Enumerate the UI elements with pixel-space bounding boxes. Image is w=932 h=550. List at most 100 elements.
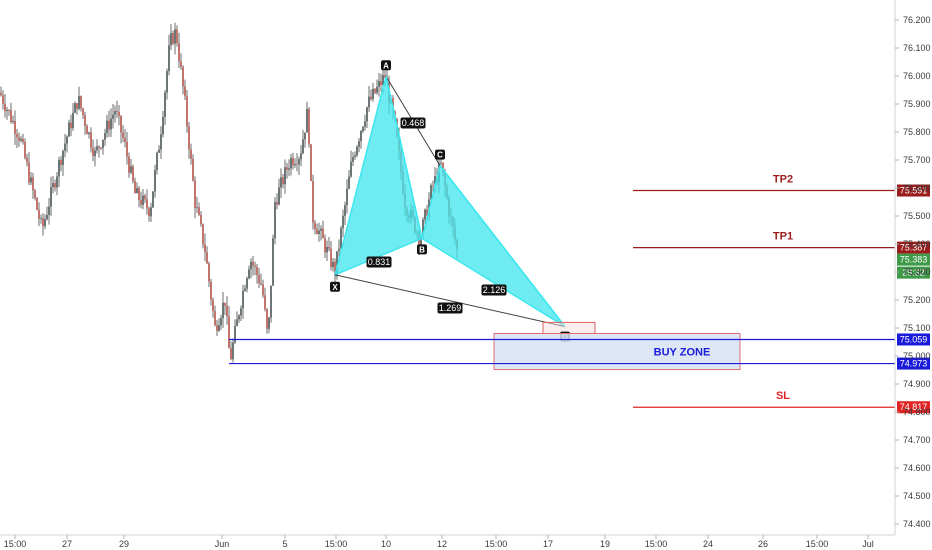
candle-body <box>46 214 48 220</box>
candle-body <box>254 265 256 267</box>
candle-body <box>422 219 424 237</box>
candle-body <box>62 150 64 165</box>
candle-body <box>340 228 342 249</box>
candle-body <box>224 302 226 306</box>
candle-body <box>6 109 8 112</box>
candle-body <box>152 191 154 208</box>
candle-body <box>208 263 210 282</box>
candle-body <box>140 199 142 205</box>
x-tick-label: 12 <box>437 539 447 549</box>
candle-body <box>282 177 284 185</box>
ratio-label-bg <box>400 117 426 129</box>
candle-body <box>324 238 326 253</box>
candle-body <box>200 214 202 225</box>
candle-body <box>384 75 386 78</box>
y-tick-label: 75.600 <box>903 183 931 193</box>
x-tick-label: 19 <box>600 539 610 549</box>
x-tick-label: 26 <box>758 539 768 549</box>
candle-body <box>358 141 360 147</box>
candle-body <box>134 181 136 194</box>
candle-body <box>52 183 54 188</box>
candle-body <box>142 195 144 205</box>
candle-body <box>336 251 338 277</box>
candle-body <box>162 116 164 135</box>
ratio-label: 2.126 <box>483 285 506 295</box>
candle-body <box>198 207 200 215</box>
y-tick-label: 74.900 <box>903 379 931 389</box>
candle-body <box>50 187 52 207</box>
candle-body <box>304 132 306 140</box>
candle-body <box>42 218 44 227</box>
candle-body <box>274 202 276 239</box>
x-tick-label: 27 <box>62 539 72 549</box>
candle-body <box>28 162 30 183</box>
candle-body <box>90 132 92 148</box>
candle-body <box>36 198 38 210</box>
candle-body <box>192 158 194 181</box>
candle-body <box>56 176 58 188</box>
candle-body <box>326 246 328 253</box>
candle-body <box>346 188 348 206</box>
candle-body <box>278 187 280 205</box>
candle-body <box>100 147 102 149</box>
y-tick-label: 76.000 <box>903 71 931 81</box>
candle-body <box>214 311 216 326</box>
candle-body <box>234 326 236 343</box>
candle-body <box>288 168 290 170</box>
candle-body <box>442 162 444 173</box>
candle-body <box>144 195 146 200</box>
candle-body <box>268 317 270 329</box>
candle-body <box>202 224 204 245</box>
ratio-label: 1.269 <box>439 303 462 313</box>
pattern-line-xd <box>334 274 566 328</box>
candle-body <box>380 81 382 86</box>
candle-body <box>374 88 376 93</box>
x-tick-label: Jul <box>862 539 874 549</box>
y-tick-label: 74.700 <box>903 435 931 445</box>
y-tick-label: 75.700 <box>903 155 931 165</box>
candle-body <box>376 86 378 93</box>
candle-body <box>38 209 40 219</box>
y-tick-label: 75.200 <box>903 295 931 305</box>
candle-body <box>348 176 350 189</box>
pattern-leg-ab <box>385 76 423 239</box>
candle-body <box>360 131 362 142</box>
candle-body <box>318 230 320 235</box>
candle-body <box>316 229 318 235</box>
candle-body <box>276 202 278 205</box>
candle-body <box>194 180 196 209</box>
candle-body <box>96 146 98 151</box>
candle-body <box>246 278 248 289</box>
x-tick-label: 29 <box>119 539 129 549</box>
ratio-label-bg <box>366 256 392 268</box>
candle-body <box>240 308 242 316</box>
point-label: A <box>383 61 389 70</box>
candle-body <box>368 96 370 108</box>
candle-body <box>156 152 158 170</box>
candle-body <box>342 215 344 229</box>
candle-body <box>290 157 292 169</box>
price-tag: 75.059 <box>900 334 928 344</box>
candle-body <box>158 149 160 153</box>
candle-body <box>250 261 252 270</box>
candle-body <box>256 266 258 275</box>
x-tick-label: 15:00 <box>4 539 27 549</box>
candle-body <box>354 155 356 158</box>
candle-body <box>146 199 148 209</box>
candle-body <box>172 33 174 44</box>
pattern-triangle-xab <box>333 76 423 277</box>
candle-body <box>228 316 230 349</box>
candle-body <box>350 161 352 177</box>
candle-body <box>106 120 108 134</box>
candle-body <box>88 132 90 135</box>
price-tag-bg <box>897 241 930 254</box>
candle-body <box>150 207 152 217</box>
candle-body <box>420 236 422 245</box>
x-axis: 15:00 27 29 Jun 5 15:00 10 12 15:00 17 19 15:00 24 26… <box>0 534 895 549</box>
candle-body <box>258 274 260 284</box>
ratio-label-bg <box>481 284 507 296</box>
candle-body <box>306 109 308 133</box>
candle-body <box>218 325 220 331</box>
